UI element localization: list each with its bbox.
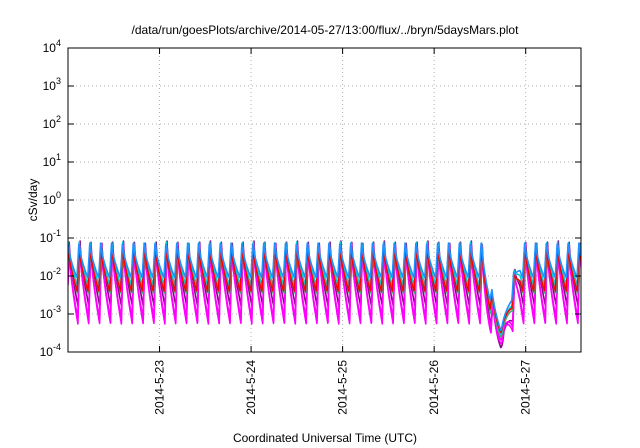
y-axis-label: cSv/day xyxy=(26,179,40,222)
y-tick-label: 10-4 xyxy=(40,342,61,359)
x-tick-label: 2014-5-25 xyxy=(336,360,350,415)
x-tick-label: 2014-5-27 xyxy=(519,360,533,415)
x-tick-label: 2014-5-24 xyxy=(244,360,258,415)
series-line xyxy=(68,242,581,332)
y-tick-label: 102 xyxy=(43,114,61,131)
chart-title: /data/run/goesPlots/archive/2014-05-27/1… xyxy=(132,23,520,37)
x-axis-label: Coordinated Universal Time (UTC) xyxy=(233,431,417,445)
series-group xyxy=(68,240,581,349)
y-tick-label: 100 xyxy=(43,190,61,207)
y-tick-label: 10-1 xyxy=(40,228,61,245)
y-tick-label: 104 xyxy=(43,38,61,55)
y-tick-label: 103 xyxy=(43,76,61,93)
y-tick-label: 10-3 xyxy=(40,304,61,321)
y-tick-label: 10-2 xyxy=(40,266,61,283)
y-ticks: 10-4 10-3 10-2 10-1 100 101 102 103 104 xyxy=(40,38,581,359)
series-line xyxy=(68,245,581,334)
x-tick-label: 2014-5-23 xyxy=(153,360,167,415)
x-ticks: 2014-5-23 2014-5-24 2014-5-25 2014-5-26 2014… xyxy=(153,48,533,415)
y-tick-label: 101 xyxy=(43,152,61,169)
x-tick-label: 2014-5-26 xyxy=(427,360,441,415)
series-line xyxy=(68,246,581,341)
